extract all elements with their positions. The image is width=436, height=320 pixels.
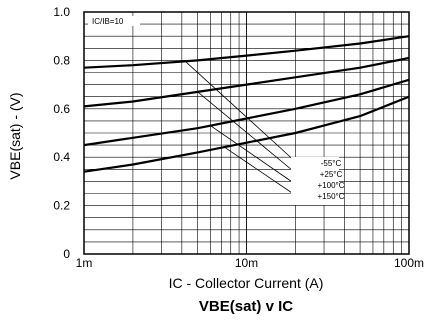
x-axis-label: IC - Collector Current (A) — [169, 275, 324, 291]
y-tick-label: 0.4 — [53, 150, 70, 164]
series-line — [83, 95, 410, 173]
legend-label: +25°C — [320, 170, 343, 179]
leader-line — [210, 125, 299, 187]
legend-label: -55°C — [321, 159, 342, 168]
legend: -55°C +25°C +100°C +150°C — [291, 157, 345, 205]
grid-lines — [84, 12, 409, 254]
x-tick-label: 10m — [235, 256, 258, 270]
condition-label-bg — [88, 16, 140, 26]
y-tick-label: 0 — [63, 247, 70, 261]
leader-line — [185, 61, 299, 165]
x-tick-label: 1m — [76, 256, 93, 270]
series-curves — [83, 35, 410, 173]
series-line — [83, 35, 410, 69]
leader-line — [197, 91, 299, 176]
y-tick-label: 0.8 — [53, 53, 70, 67]
condition-label: IC/IB=10 — [92, 17, 124, 26]
series-line — [83, 56, 410, 108]
x-tick-label: 100m — [394, 256, 424, 270]
legend-background — [291, 157, 339, 205]
leader-line — [224, 146, 299, 198]
y-axis-label: VBE(sat) - (V) — [7, 92, 23, 179]
x-tick-labels: 1m 10m 100m — [76, 256, 424, 270]
y-tick-label: 1.0 — [53, 5, 70, 19]
chart-title: VBE(sat) v IC — [199, 298, 293, 315]
legend-leader-lines — [185, 61, 299, 198]
y-tick-labels: 0 0.2 0.4 0.6 0.8 1.0 — [53, 5, 70, 261]
y-tick-label: 0.6 — [53, 102, 70, 116]
plot-frame — [83, 11, 410, 255]
series-line — [83, 78, 410, 147]
legend-label: +150°C — [318, 192, 345, 201]
y-tick-label: 0.2 — [53, 199, 70, 213]
legend-label: +100°C — [318, 181, 345, 190]
